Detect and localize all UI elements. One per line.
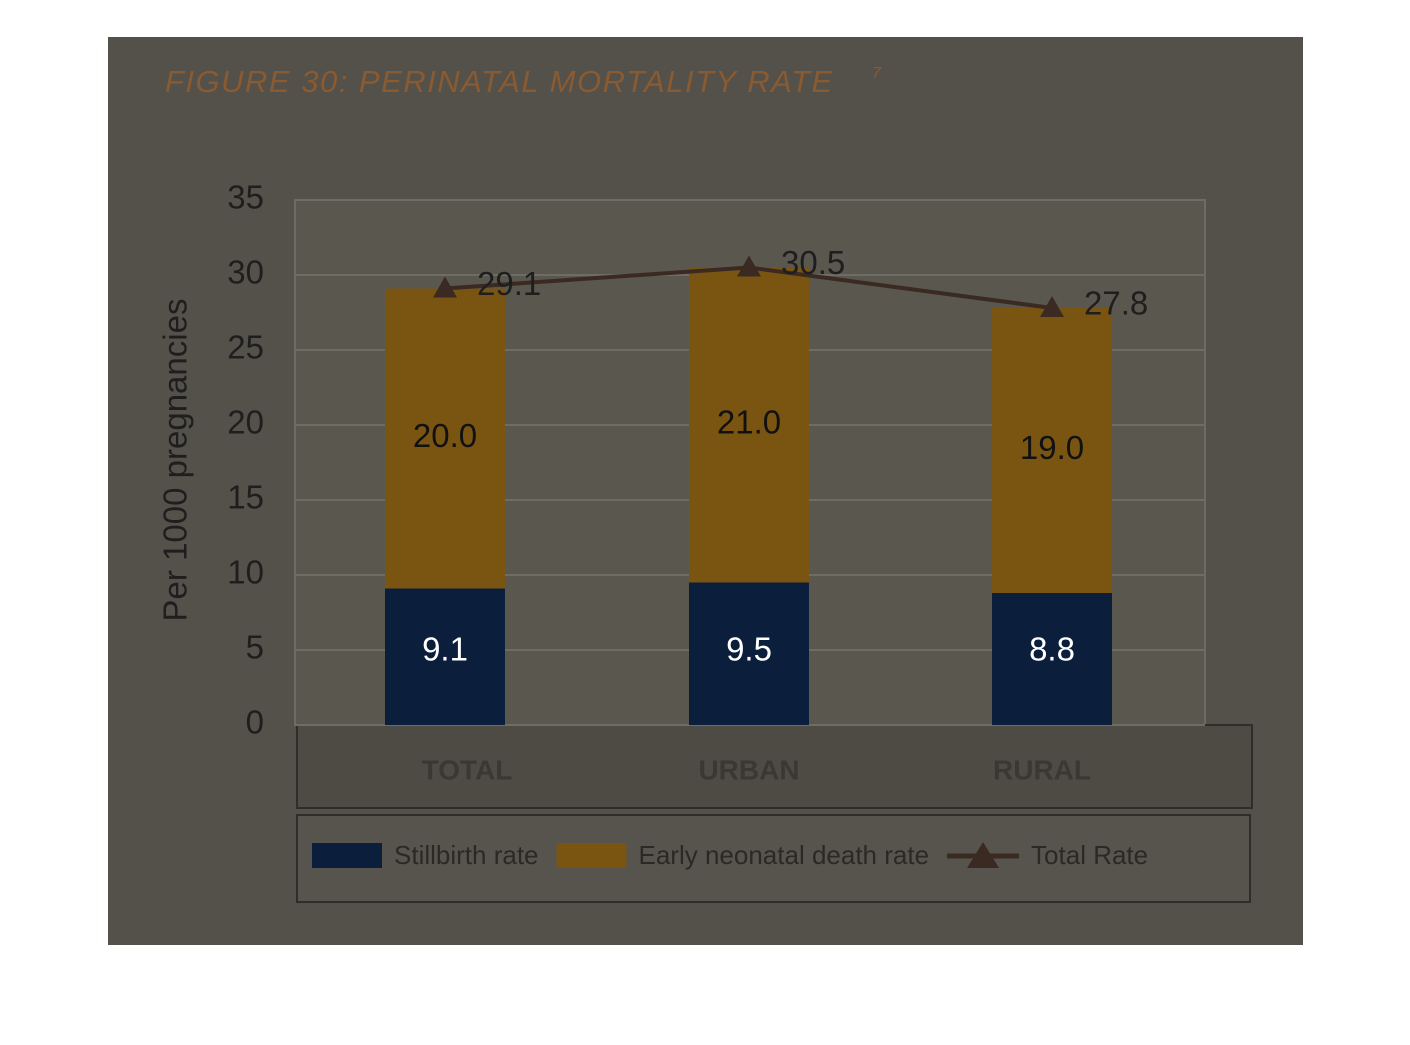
line-marker	[1040, 296, 1064, 317]
line-marker	[737, 255, 761, 277]
data-label: 8.8	[1029, 631, 1075, 668]
line-marker	[433, 276, 457, 298]
legend-marker	[967, 842, 1000, 868]
x-tick-label: URBAN	[698, 754, 799, 785]
title-superscript: 7	[872, 65, 882, 82]
bar-segment	[689, 582, 809, 725]
y-tick-label: 35	[227, 179, 264, 216]
data-label: 20.0	[413, 417, 477, 454]
data-label: 9.1	[422, 631, 468, 668]
y-tick-label: 25	[227, 329, 264, 366]
y-tick-label: 20	[227, 404, 264, 441]
y-tick-label: 15	[227, 479, 264, 516]
x-tick-label: RURAL	[993, 754, 1091, 785]
y-tick-label: 30	[227, 254, 264, 291]
y-tick-label: 5	[246, 629, 264, 666]
data-label: 29.1	[477, 265, 541, 302]
y-tick-label: 10	[227, 554, 264, 591]
bar-segment	[992, 593, 1112, 725]
y-tick-label: 0	[246, 704, 264, 741]
bar-segment	[385, 588, 505, 725]
data-label: 30.5	[781, 244, 845, 281]
data-label: 27.8	[1084, 285, 1148, 322]
bar-segment	[689, 267, 809, 583]
chart-title: FIGURE 30: PERINATAL MORTALITY RATE	[165, 64, 834, 99]
bar-segment	[992, 308, 1112, 593]
legend-label: Early neonatal death rate	[639, 840, 930, 870]
bar-segment	[385, 288, 505, 589]
data-label: 9.5	[726, 631, 772, 668]
legend-swatch	[312, 843, 382, 868]
legend-label: Stillbirth rate	[394, 840, 539, 870]
legend-swatch	[556, 843, 627, 868]
legend-box	[296, 814, 1251, 903]
data-label: 21.0	[717, 404, 781, 441]
data-label: 19.0	[1020, 429, 1084, 466]
legend-label: Total Rate	[1031, 840, 1148, 870]
x-tick-label: TOTAL	[422, 754, 513, 785]
y-axis-label: Per 1000 pregnancies	[157, 299, 194, 622]
